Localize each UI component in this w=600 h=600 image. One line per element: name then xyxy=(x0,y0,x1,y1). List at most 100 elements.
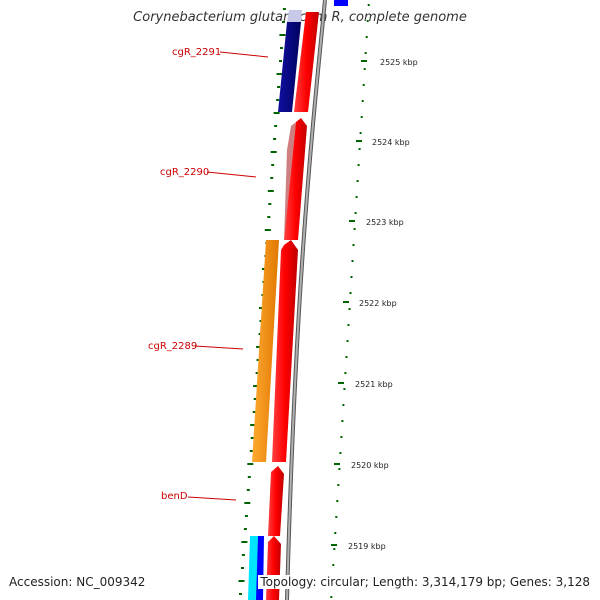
inner-track-dot xyxy=(249,450,253,452)
inner-track-dot xyxy=(258,333,262,335)
benD-arrow[interactable] xyxy=(268,466,284,536)
outer-track-dot xyxy=(356,180,359,182)
cyan-feature[interactable] xyxy=(248,536,258,600)
inner-track-dot xyxy=(239,593,242,595)
outer-track-dot xyxy=(336,500,339,502)
gene-label-cgR-2289[interactable]: cgR_2289 xyxy=(148,341,244,352)
blue-feature-top[interactable] xyxy=(334,0,348,6)
forward-arrow-top[interactable] xyxy=(294,12,319,112)
inner-track-dot xyxy=(244,502,251,504)
outer-track-dot xyxy=(358,148,361,150)
inner-track-dot xyxy=(271,164,275,166)
outer-track-dot xyxy=(367,4,370,6)
position-tick-2523: 2523 kbp xyxy=(349,218,404,227)
inner-track-dot xyxy=(277,86,281,88)
inner-track-dot xyxy=(273,138,277,140)
svg-text:2519 kbp: 2519 kbp xyxy=(348,542,386,551)
inner-track-dot xyxy=(267,190,274,192)
outer-tick-track xyxy=(330,4,370,598)
forward-arrow-mid[interactable] xyxy=(272,240,298,462)
inner-dot-track xyxy=(238,8,286,595)
outer-track-dot xyxy=(352,244,355,246)
inner-track-dot xyxy=(243,528,247,530)
outer-track-dot xyxy=(353,228,356,230)
inner-track-dot xyxy=(252,411,256,413)
outer-track-dot xyxy=(346,340,349,342)
inner-track-dot xyxy=(253,385,260,387)
outer-track-dot xyxy=(354,212,357,214)
cgR-2290-arrow-shade xyxy=(284,122,296,240)
inner-track-dot xyxy=(279,34,286,36)
outer-track-dot xyxy=(351,260,354,262)
inner-track-dot xyxy=(256,359,260,361)
outer-track-dot xyxy=(360,116,363,118)
position-tick-2521: 2521 kbp xyxy=(338,380,393,389)
inner-track-dot xyxy=(256,346,263,348)
position-tick-2522: 2522 kbp xyxy=(343,299,397,308)
outer-track-dot xyxy=(330,596,333,598)
outer-track-dot xyxy=(347,324,350,326)
inner-track-dot xyxy=(250,437,254,439)
inner-track-dot xyxy=(255,372,259,374)
outer-track-dot xyxy=(343,388,346,390)
inner-track-dot xyxy=(241,554,245,556)
position-tick-2520: 2520 kbp xyxy=(334,461,389,470)
svg-text:cgR_2290: cgR_2290 xyxy=(160,167,209,178)
outer-track-dot xyxy=(348,308,351,310)
inner-track-dot xyxy=(238,580,245,582)
cgR-2290-arrow[interactable] xyxy=(284,118,307,240)
outer-track-dot xyxy=(361,100,364,102)
outer-track-dot xyxy=(340,436,343,438)
outer-track-dot xyxy=(355,196,358,198)
outer-track-dot xyxy=(344,372,347,374)
cgR-2291-arrow[interactable] xyxy=(278,22,301,112)
inner-track-dot xyxy=(247,463,254,465)
inner-track-dot xyxy=(282,8,286,10)
outer-track-dot xyxy=(333,548,336,550)
svg-text:2524 kbp: 2524 kbp xyxy=(372,138,410,147)
outer-track-dot xyxy=(362,84,365,86)
gene-label-cgR-2290[interactable]: cgR_2290 xyxy=(160,167,257,178)
outer-track-dot xyxy=(363,68,366,70)
position-tick-2525: 2525 kbp xyxy=(361,58,418,67)
inner-track-dot xyxy=(270,151,277,153)
inner-track-dot xyxy=(253,398,257,400)
inner-track-dot xyxy=(279,60,282,62)
svg-text:2525 kbp: 2525 kbp xyxy=(380,58,418,67)
outer-track-dot xyxy=(366,20,369,22)
svg-text:2522 kbp: 2522 kbp xyxy=(359,299,397,308)
outer-track-dot xyxy=(349,292,352,294)
inner-track-dot xyxy=(267,216,271,218)
outer-track-dot xyxy=(339,452,342,454)
position-tick-2519: 2519 kbp xyxy=(331,542,386,551)
inner-track-dot xyxy=(273,112,280,114)
outer-track-dot xyxy=(350,276,353,278)
outer-track-dot xyxy=(364,52,367,54)
position-tick-2524: 2524 kbp xyxy=(356,138,410,147)
outer-track-dot xyxy=(365,36,368,38)
outer-track-dot xyxy=(332,564,335,566)
inner-track-dot xyxy=(281,21,285,23)
inner-track-dot xyxy=(241,567,244,569)
outer-track-dot xyxy=(338,468,341,470)
outer-track-dot xyxy=(341,420,344,422)
forward-arrow-bottom[interactable] xyxy=(266,536,281,600)
accession-text: Accession: NC_009342 xyxy=(9,575,146,589)
topology-text: Topology: circular; Length: 3,314,179 bp… xyxy=(258,575,590,589)
inner-track-dot xyxy=(270,177,274,179)
svg-text:2523 kbp: 2523 kbp xyxy=(366,218,404,227)
inner-track-dot xyxy=(276,99,280,101)
cgR-2291-arrow-head[interactable] xyxy=(287,10,302,22)
inner-track-dot xyxy=(276,73,283,75)
inner-track-dot xyxy=(250,424,257,426)
cgR-2289-arrow[interactable] xyxy=(252,240,279,462)
svg-text:cgR_2291: cgR_2291 xyxy=(172,47,221,58)
inner-track-dot xyxy=(246,489,250,491)
genome-backbone-highlight xyxy=(286,0,326,600)
gene-label-cgR-2291[interactable]: cgR_2291 xyxy=(172,47,269,58)
svg-text:benD: benD xyxy=(161,491,188,502)
gene-label-benD[interactable]: benD xyxy=(161,491,237,502)
inner-track-dot xyxy=(280,47,283,49)
inner-track-dot xyxy=(241,541,248,543)
